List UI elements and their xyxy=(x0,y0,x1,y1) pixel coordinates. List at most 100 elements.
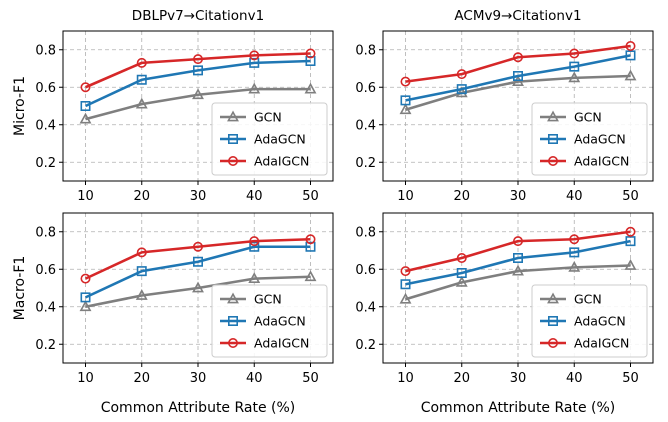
data-point-adagcn xyxy=(136,266,147,277)
legend-label: AdaGCN xyxy=(254,314,306,329)
legend-label: GCN xyxy=(254,292,282,307)
data-point-adaigcn xyxy=(136,247,147,258)
data-point-adagcn xyxy=(512,253,523,264)
legend-marker xyxy=(547,110,559,122)
x-tick-label: 10 xyxy=(397,371,414,386)
panel-2: 0.2 0.4 0.6 0.8 10 20 30 40 50 ACMv9→Citationv1 GC… xyxy=(355,8,654,204)
data-point-adaigcn xyxy=(80,82,91,93)
y-tick-label: 0.8 xyxy=(35,225,56,240)
legend: GCN AdaGCN AdaIGCN xyxy=(531,102,648,176)
y-tick-label: 0.6 xyxy=(355,81,376,96)
legend-marker xyxy=(547,337,558,348)
data-point-adaigcn xyxy=(625,226,636,237)
data-point-adaigcn xyxy=(305,234,316,245)
data-point-adagcn xyxy=(136,74,147,85)
legend-marker xyxy=(547,315,558,326)
data-point-adagcn xyxy=(569,61,580,72)
x-tick-label: 30 xyxy=(190,189,207,204)
x-tick-label: 40 xyxy=(246,371,263,386)
data-point-adaigcn xyxy=(305,48,316,59)
x-tick-label: 20 xyxy=(453,371,470,386)
data-point-gcn xyxy=(624,259,637,270)
legend-box xyxy=(211,102,328,176)
chart-title: ACMv9→Citationv1 xyxy=(454,8,581,24)
legend: GCN AdaGCN AdaIGCN xyxy=(211,284,328,358)
data-point-gcn xyxy=(304,270,317,282)
series-line-adaigcn xyxy=(84,52,311,89)
data-point-gcn xyxy=(624,69,637,81)
legend-marker xyxy=(227,110,239,122)
data-point-gcn xyxy=(192,88,204,100)
chart-title: DBLPv7→Citationv1 xyxy=(132,8,264,24)
x-tick-label: 20 xyxy=(133,371,150,386)
axes-frame xyxy=(382,30,654,182)
data-point-adaigcn xyxy=(80,273,91,284)
data-point-gcn xyxy=(568,71,581,83)
data-point-adagcn xyxy=(80,292,91,303)
data-point-gcn xyxy=(248,272,261,284)
data-point-gcn xyxy=(512,264,524,276)
data-point-gcn xyxy=(455,86,468,98)
data-point-adaigcn xyxy=(625,40,636,51)
series-line-adagcn xyxy=(405,239,631,286)
x-tick-label: 50 xyxy=(622,371,639,386)
y-tick-label: 0.8 xyxy=(355,43,376,58)
legend-marker xyxy=(228,337,239,348)
y-tick-label: 0.6 xyxy=(35,263,56,278)
data-point-adaigcn xyxy=(136,57,147,68)
y-tick-label: 0.6 xyxy=(355,263,376,278)
series-line-gcn xyxy=(405,74,631,111)
y-tick-label: 0.6 xyxy=(35,81,56,96)
y-tick-label: 0.2 xyxy=(35,338,56,353)
data-point-adaigcn xyxy=(400,266,411,277)
series-line-gcn xyxy=(405,264,631,301)
series-line-adaigcn xyxy=(405,44,631,83)
data-point-gcn xyxy=(568,260,581,272)
series-line-adagcn xyxy=(405,54,631,102)
series-line-gcn xyxy=(85,87,311,121)
x-tick-label: 10 xyxy=(77,371,94,386)
y-tick-label: 0.4 xyxy=(35,118,56,133)
x-tick-label: 40 xyxy=(566,189,583,204)
data-point-adaigcn xyxy=(456,253,467,264)
x-tick-label: 50 xyxy=(622,189,639,204)
legend-label: GCN xyxy=(574,110,602,125)
y-tick-label: 0.4 xyxy=(355,300,376,315)
data-point-gcn xyxy=(79,112,92,124)
legend-box xyxy=(531,284,648,358)
x-tick-label: 10 xyxy=(397,189,414,204)
x-tick-label: 40 xyxy=(566,371,583,386)
legend-label: AdaIGCN xyxy=(574,336,629,351)
data-point-gcn xyxy=(304,82,317,94)
legend-label: AdaIGCN xyxy=(574,154,629,169)
legend: GCN AdaGCN AdaIGCN xyxy=(211,102,328,176)
series-line-adaigcn xyxy=(84,237,311,280)
data-point-gcn xyxy=(248,82,261,94)
series-line-adagcn xyxy=(84,59,311,108)
data-point-gcn xyxy=(135,289,148,300)
x-tick-label: 40 xyxy=(246,189,263,204)
data-point-adagcn xyxy=(400,95,411,106)
legend-marker xyxy=(227,292,239,304)
legend-label: AdaGCN xyxy=(574,314,626,329)
series-line-adaigcn xyxy=(405,230,631,273)
data-point-adagcn xyxy=(512,71,523,82)
legend-label: AdaGCN xyxy=(574,132,626,147)
y-axis-title-top: Micro-F1 xyxy=(12,76,28,136)
data-point-adagcn xyxy=(456,84,467,95)
data-point-adagcn xyxy=(625,50,636,61)
data-point-gcn xyxy=(399,292,412,304)
data-point-adaigcn xyxy=(249,50,260,61)
data-point-adaigcn xyxy=(193,241,204,252)
y-tick-label: 0.4 xyxy=(355,118,376,133)
x-tick-label: 20 xyxy=(133,189,150,204)
x-axis-title-right: Common Attribute Rate (%) xyxy=(421,400,616,416)
x-tick-label: 30 xyxy=(190,371,207,386)
data-point-gcn xyxy=(79,300,92,312)
y-tick-label: 0.2 xyxy=(355,156,376,171)
axes-frame xyxy=(62,30,334,182)
data-point-adagcn xyxy=(193,65,204,76)
legend-label: AdaGCN xyxy=(254,132,306,147)
data-point-gcn xyxy=(192,281,204,293)
